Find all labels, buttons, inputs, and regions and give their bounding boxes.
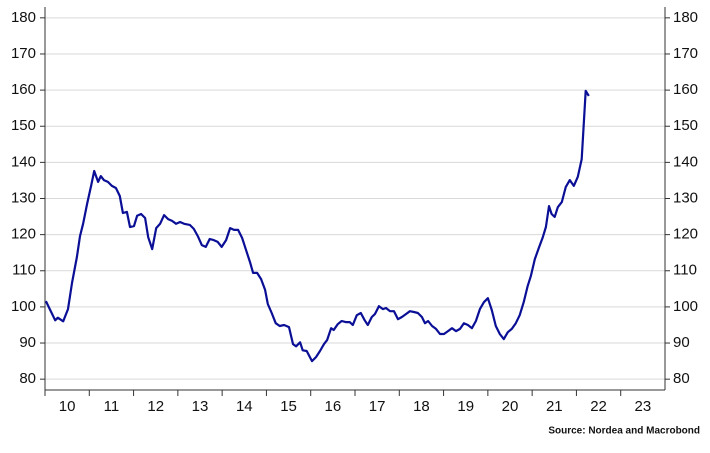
x-tick-label: 14 — [236, 398, 253, 415]
y2-tick-label: 80 — [673, 370, 690, 387]
x-tick-label: 12 — [147, 398, 164, 415]
y-tick-label: 160 — [11, 81, 36, 98]
x-tick-label: 20 — [502, 398, 519, 415]
y2-tick-label: 160 — [673, 81, 698, 98]
x-tick-label: 13 — [192, 398, 209, 415]
y-tick-label: 110 — [12, 262, 36, 279]
x-tick-label: 15 — [280, 398, 297, 415]
data-line — [44, 89, 590, 363]
y-tick-label: 140 — [11, 153, 36, 170]
x-tick-label: 11 — [104, 398, 120, 415]
x-tick-label: 18 — [413, 398, 430, 415]
y2-tick-label: 120 — [673, 226, 698, 243]
y-tick-label: 170 — [11, 45, 36, 62]
x-tick-label: 21 — [546, 398, 563, 415]
x-tick-label: 16 — [325, 398, 342, 415]
y2-tick-label: 140 — [673, 153, 698, 170]
y-tick-label: 80 — [19, 370, 36, 387]
y2-tick-label: 100 — [673, 298, 698, 315]
y-tick-label: 120 — [11, 226, 36, 243]
y2-tick-label: 110 — [673, 262, 697, 279]
y2-tick-label: 180 — [673, 9, 698, 26]
x-tick-label: 10 — [59, 398, 76, 415]
y2-tick-label: 170 — [673, 45, 698, 62]
y2-tick-label: 130 — [673, 189, 698, 206]
x-tick-label: 19 — [457, 398, 474, 415]
y-tick-label: 100 — [11, 298, 36, 315]
y-tick-label: 90 — [19, 334, 36, 351]
y-tick-label: 180 — [11, 9, 36, 26]
y-tick-label: 150 — [11, 117, 36, 134]
x-tick-label: 22 — [590, 398, 607, 415]
y-tick-label: 130 — [11, 189, 36, 206]
source-note: Source: Nordea and Macrobond — [548, 426, 700, 437]
y2-tick-label: 90 — [673, 334, 690, 351]
x-tick-label: 23 — [635, 398, 652, 415]
y2-tick-label: 150 — [673, 117, 698, 134]
x-tick-label: 17 — [369, 398, 386, 415]
